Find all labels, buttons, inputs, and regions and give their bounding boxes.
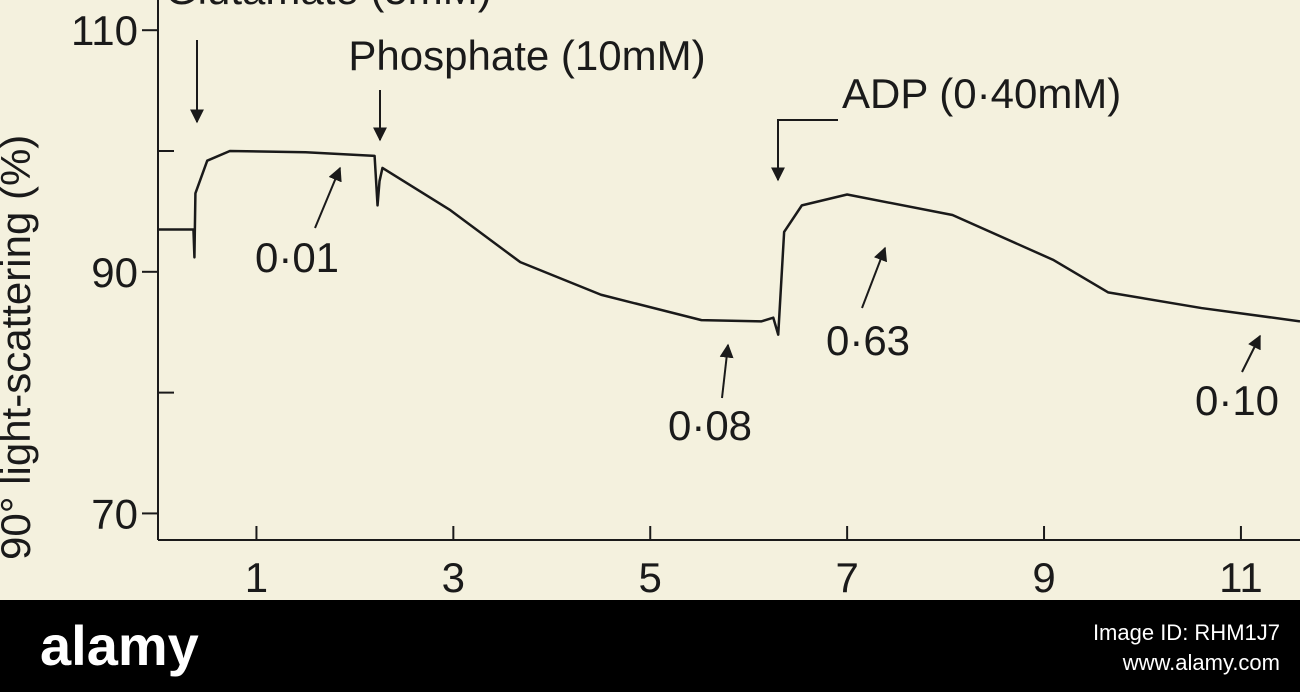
annotation: Glutamate (5mM) — [165, 0, 492, 13]
annotation: 0·10 — [1195, 377, 1279, 424]
plot: 70 90 110 1 3 5 7 9 11 — [71, 0, 1300, 601]
annotation: Phosphate (10mM) — [348, 32, 705, 79]
annotation: 0·08 — [668, 402, 752, 449]
watermark-id: Image ID: RHM1J7 — [1093, 620, 1280, 645]
x-tick-label: 11 — [1219, 554, 1263, 601]
watermark-brand: alamy — [40, 614, 199, 677]
annotation: 0·01 — [255, 234, 339, 281]
watermark-bar — [0, 600, 1300, 692]
x-tick-label: 3 — [442, 554, 465, 601]
y-axis-label: 90° light-scattering (%) — [0, 135, 39, 560]
x-tick-label: 7 — [835, 554, 858, 601]
x-tick-label: 9 — [1032, 554, 1055, 601]
annotation: ADP (0·40mM) — [842, 70, 1121, 117]
arrow — [861, 246, 888, 309]
y-tick-label: 110 — [71, 7, 138, 54]
arrow — [1241, 334, 1261, 373]
x-tick-label: 1 — [245, 554, 268, 601]
y-tick-label: 70 — [91, 490, 138, 537]
x-tick-label: 5 — [639, 554, 662, 601]
watermark-site: www.alamy.com — [1122, 650, 1280, 675]
y-tick-label: 90 — [91, 249, 138, 296]
arrow — [314, 166, 342, 229]
chart-background — [0, 0, 1300, 600]
annotation: 0·63 — [826, 317, 910, 364]
arrow — [771, 119, 838, 182]
arrow — [719, 343, 734, 399]
data-line — [158, 149, 1300, 336]
